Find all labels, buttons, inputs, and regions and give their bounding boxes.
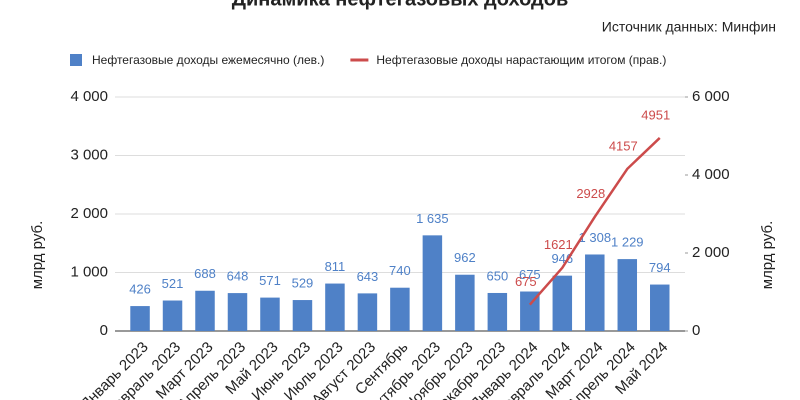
data-label: 675	[515, 274, 537, 289]
bar	[585, 254, 605, 331]
data-label: 962	[454, 250, 476, 265]
data-label: 521	[162, 276, 184, 291]
data-label: 1 308	[579, 230, 612, 245]
bar	[455, 274, 475, 331]
y-tick-label: 4 000	[70, 88, 108, 105]
data-label: 571	[259, 273, 281, 288]
data-label: 946	[551, 251, 573, 266]
bar	[487, 292, 508, 331]
bar	[162, 300, 183, 331]
bar	[650, 284, 670, 331]
data-label: 426	[129, 282, 151, 297]
data-label: 650	[486, 268, 508, 283]
data-label: 648	[227, 269, 249, 284]
bar	[617, 259, 638, 331]
data-label: 794	[649, 260, 671, 275]
y2-axis-title: млрд руб.	[759, 221, 776, 290]
data-label: 1 635	[416, 211, 449, 226]
legend-swatch	[70, 54, 82, 66]
bar	[552, 275, 573, 331]
y-tick-label: 0	[100, 322, 108, 339]
data-label: 688	[194, 266, 216, 281]
y-tick-label: 2 000	[70, 205, 108, 222]
data-label: 1 229	[611, 235, 644, 250]
bar	[227, 293, 248, 331]
chart-title: Динамика нефтегазовых доходов	[232, 0, 569, 10]
bar	[130, 306, 150, 331]
bar	[520, 291, 540, 331]
bar	[292, 300, 313, 331]
bar	[422, 235, 443, 331]
data-label: 675	[519, 267, 541, 282]
y2-tick-label: 2 000	[692, 244, 730, 261]
legend-label: Нефтегазовые доходы нарастающим итогом (…	[376, 53, 666, 67]
y2-tick-label: 6 000	[692, 88, 730, 105]
data-label: 2928	[576, 186, 605, 201]
bar	[357, 293, 378, 331]
data-label: 529	[292, 275, 314, 290]
data-label: 643	[357, 269, 379, 284]
data-label: 4157	[609, 138, 638, 153]
bar	[195, 290, 215, 331]
bar	[260, 297, 280, 331]
legend-label: Нефтегазовые доходы ежемесячно (лев.)	[92, 53, 324, 67]
y2-tick-label: 4 000	[692, 166, 730, 183]
data-label: 4951	[641, 107, 670, 122]
y-tick-label: 1 000	[70, 263, 108, 280]
line	[528, 137, 661, 306]
data-label: 811	[325, 259, 346, 274]
data-label: 740	[389, 263, 411, 278]
bar	[325, 283, 345, 331]
y-axis-title: млрд руб.	[29, 221, 46, 290]
chart-subtitle: Источник данных: Минфин	[602, 19, 776, 35]
bar	[390, 287, 410, 331]
data-label: 1621	[544, 237, 573, 252]
y2-tick-label: 0	[692, 322, 700, 339]
y-tick-label: 3 000	[70, 146, 108, 163]
